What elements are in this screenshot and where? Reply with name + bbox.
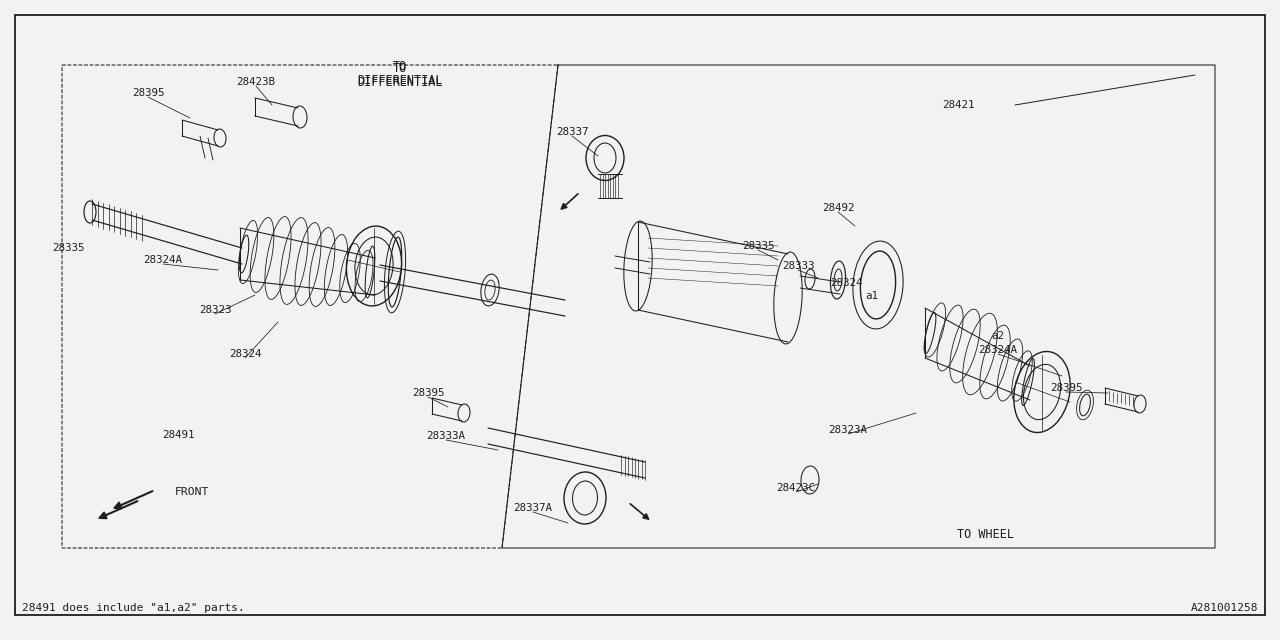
Text: 28421: 28421 [942, 100, 975, 110]
Text: 28323A: 28323A [828, 425, 868, 435]
Text: 28324: 28324 [829, 278, 863, 288]
Text: TO: TO [393, 61, 407, 74]
Text: 28324: 28324 [229, 349, 261, 359]
Text: TO WHEEL: TO WHEEL [956, 529, 1014, 541]
Text: 28423C: 28423C [777, 483, 815, 493]
Text: 28324A: 28324A [143, 255, 183, 265]
Text: a2: a2 [992, 331, 1005, 341]
Text: 28395: 28395 [412, 388, 444, 398]
Text: 28395: 28395 [132, 88, 164, 98]
Text: 28324A: 28324A [978, 345, 1018, 355]
Text: a1: a1 [865, 291, 878, 301]
Text: A281001258: A281001258 [1190, 603, 1258, 613]
Text: 28323: 28323 [198, 305, 232, 315]
Text: DIFFERENTIAL: DIFFERENTIAL [357, 74, 443, 86]
Text: FRONT: FRONT [175, 487, 210, 497]
Text: 28492: 28492 [822, 203, 854, 213]
Text: 28337A: 28337A [513, 503, 553, 513]
Text: 28335: 28335 [741, 241, 774, 251]
Text: 28333: 28333 [782, 261, 814, 271]
Text: 28491: 28491 [161, 430, 195, 440]
Text: 28491 does include "a1,a2" parts.: 28491 does include "a1,a2" parts. [22, 603, 244, 613]
Text: TO: TO [393, 60, 407, 72]
Text: 28337: 28337 [556, 127, 589, 137]
Text: 28333A: 28333A [426, 431, 466, 441]
Text: 28395: 28395 [1050, 383, 1083, 393]
Text: DIFFERENTIAL: DIFFERENTIAL [357, 76, 443, 88]
Text: 28335: 28335 [51, 243, 84, 253]
Text: 28423B: 28423B [237, 77, 275, 87]
